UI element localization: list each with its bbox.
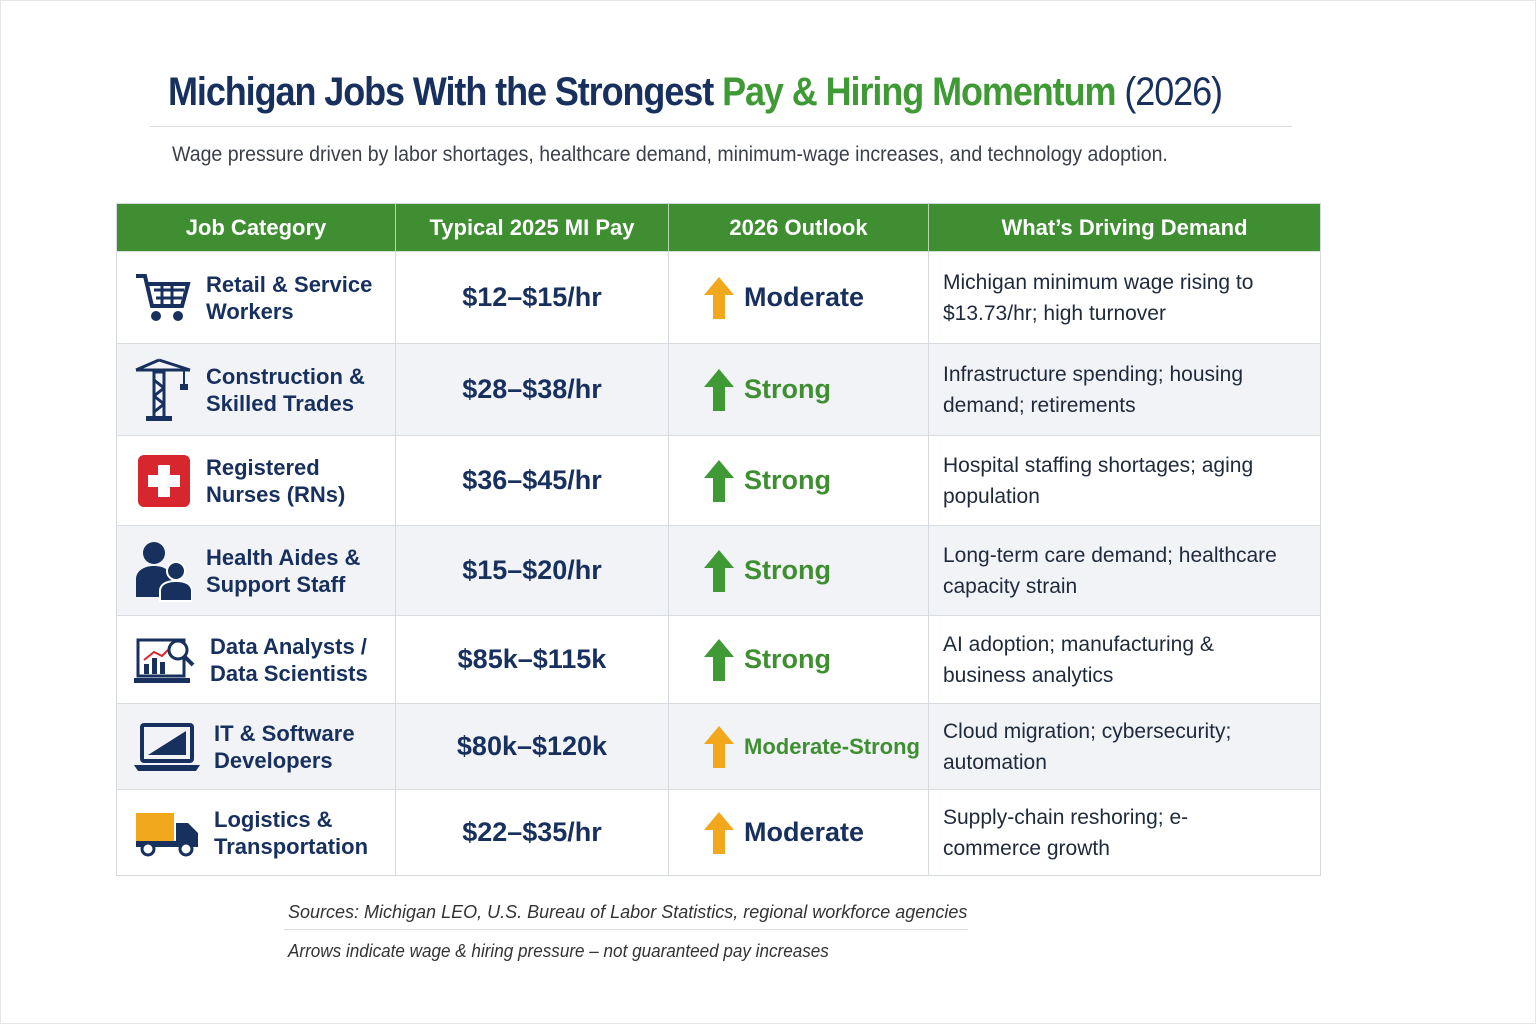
driver: Cloud migration; cybersecurity; automati… xyxy=(928,703,1321,790)
category-name: Logistics & Transportation xyxy=(214,806,369,859)
title-year: (2026) xyxy=(1124,70,1223,114)
category: Retail & Service Workers xyxy=(118,270,394,326)
truck-icon xyxy=(136,812,198,856)
cell: Moderate xyxy=(668,251,929,344)
row: Health Aides & Support Staff $15–$20/hr … xyxy=(116,525,1321,616)
category-name: Registered Nurses (RNs) xyxy=(206,454,346,507)
column-header: 2026 Outlook xyxy=(668,203,929,252)
category-name: Data Analysts / Data Scientists xyxy=(210,633,368,686)
analytics-icon xyxy=(134,638,195,683)
outlook-label: Strong xyxy=(744,555,831,585)
category: IT & Software Developers xyxy=(118,720,394,774)
cell: Retail & Service Workers xyxy=(116,251,396,344)
outlook-label: Strong xyxy=(744,465,831,495)
row: Registered Nurses (RNs) $36–$45/hr Stron… xyxy=(116,435,1321,526)
outlook: Moderate-Strong xyxy=(670,725,927,768)
note: Arrows indicate wage & hiring pressure –… xyxy=(288,941,829,961)
pay: $85k–$115k xyxy=(395,615,669,704)
category-name: Construction & Skilled Trades xyxy=(206,363,365,416)
divider xyxy=(150,126,1292,127)
outlook: Strong xyxy=(670,368,927,411)
cell: Moderate-Strong xyxy=(668,703,929,790)
cell: Moderate xyxy=(668,789,929,876)
cell: Strong xyxy=(668,435,929,526)
cell: Data Analysts / Data Scientists xyxy=(116,615,396,704)
arrow-icon xyxy=(704,811,734,854)
outlook: Moderate xyxy=(670,276,927,319)
category: Health Aides & Support Staff xyxy=(118,539,394,603)
outlook-label: Strong xyxy=(744,644,831,674)
outlook: Strong xyxy=(670,549,927,592)
column-header: Job Category xyxy=(116,203,396,252)
subtitle: Wage pressure driven by labor shortages,… xyxy=(172,143,1168,166)
arrow-icon xyxy=(704,368,734,411)
category-name: Health Aides & Support Staff xyxy=(206,544,361,597)
category-name: Retail & Service Workers xyxy=(206,271,373,324)
category: Logistics & Transportation xyxy=(118,806,394,860)
cell: Registered Nurses (RNs) xyxy=(116,435,396,526)
title-main: Michigan Jobs With the Strongest xyxy=(168,70,714,114)
pay: $80k–$120k xyxy=(395,703,669,790)
driver: AI adoption; manufacturing & business an… xyxy=(928,615,1321,704)
arrow-icon xyxy=(704,549,734,592)
driver: Michigan minimum wage rising to $13.73/h… xyxy=(928,251,1321,344)
medical-icon xyxy=(138,454,190,507)
cell: Construction & Skilled Trades xyxy=(116,343,396,436)
row: Data Analysts / Data Scientists $85k–$11… xyxy=(116,615,1321,704)
driver: Supply-chain reshoring; e-commerce growt… xyxy=(928,789,1321,876)
category-name: IT & Software Developers xyxy=(214,720,355,773)
column-header: Typical 2025 MI Pay xyxy=(395,203,669,252)
header-row: Job Category Typical 2025 MI Pay 2026 Ou… xyxy=(116,203,1321,252)
cell: IT & Software Developers xyxy=(116,703,396,790)
category: Construction & Skilled Trades xyxy=(118,358,394,422)
pay: $22–$35/hr xyxy=(395,789,669,876)
outlook: Strong xyxy=(670,459,927,502)
category: Data Analysts / Data Scientists xyxy=(118,633,394,687)
cell: Health Aides & Support Staff xyxy=(116,525,396,616)
outlook-label: Strong xyxy=(744,374,831,404)
arrow-icon xyxy=(704,276,734,319)
arrow-icon xyxy=(704,638,734,681)
cell: Strong xyxy=(668,343,929,436)
title-accent: Pay & Hiring Momentum xyxy=(722,70,1116,114)
row: Logistics & Transportation $22–$35/hr Mo… xyxy=(116,789,1321,876)
outlook-label: Moderate-Strong xyxy=(744,733,920,759)
category: Registered Nurses (RNs) xyxy=(118,453,394,509)
pay: $15–$20/hr xyxy=(395,525,669,616)
outlook-label: Moderate xyxy=(744,817,865,847)
divider xyxy=(284,929,968,930)
laptop-icon xyxy=(134,722,200,771)
row: Retail & Service Workers $12–$15/hr Mode… xyxy=(116,251,1321,344)
title: Michigan Jobs With the Strongest Pay & H… xyxy=(168,70,1223,115)
people-icon xyxy=(136,541,192,602)
row: Construction & Skilled Trades $28–$38/hr… xyxy=(116,343,1321,436)
driver: Hospital staffing shortages; aging popul… xyxy=(928,435,1321,526)
crane-icon xyxy=(135,358,191,421)
cell: Strong xyxy=(668,615,929,704)
pay: $36–$45/hr xyxy=(395,435,669,526)
outlook: Strong xyxy=(670,638,927,681)
pay: $12–$15/hr xyxy=(395,251,669,344)
pay: $28–$38/hr xyxy=(395,343,669,436)
driver: Long-term care demand; healthcare capaci… xyxy=(928,525,1321,616)
outlook-label: Moderate xyxy=(744,282,865,312)
cell: Logistics & Transportation xyxy=(116,789,396,876)
jobs-table: Job Category Typical 2025 MI Pay 2026 Ou… xyxy=(116,203,1321,876)
row: IT & Software Developers $80k–$120k Mode… xyxy=(116,703,1321,790)
cart-icon xyxy=(136,273,191,321)
outlook: Moderate xyxy=(670,811,927,854)
arrow-icon xyxy=(704,459,734,502)
arrow-icon xyxy=(704,725,734,768)
driver: Infrastructure spending; housing demand;… xyxy=(928,343,1321,436)
cell: Strong xyxy=(668,525,929,616)
column-header: What’s Driving Demand xyxy=(928,203,1321,252)
sources: Sources: Michigan LEO, U.S. Bureau of La… xyxy=(288,902,968,922)
